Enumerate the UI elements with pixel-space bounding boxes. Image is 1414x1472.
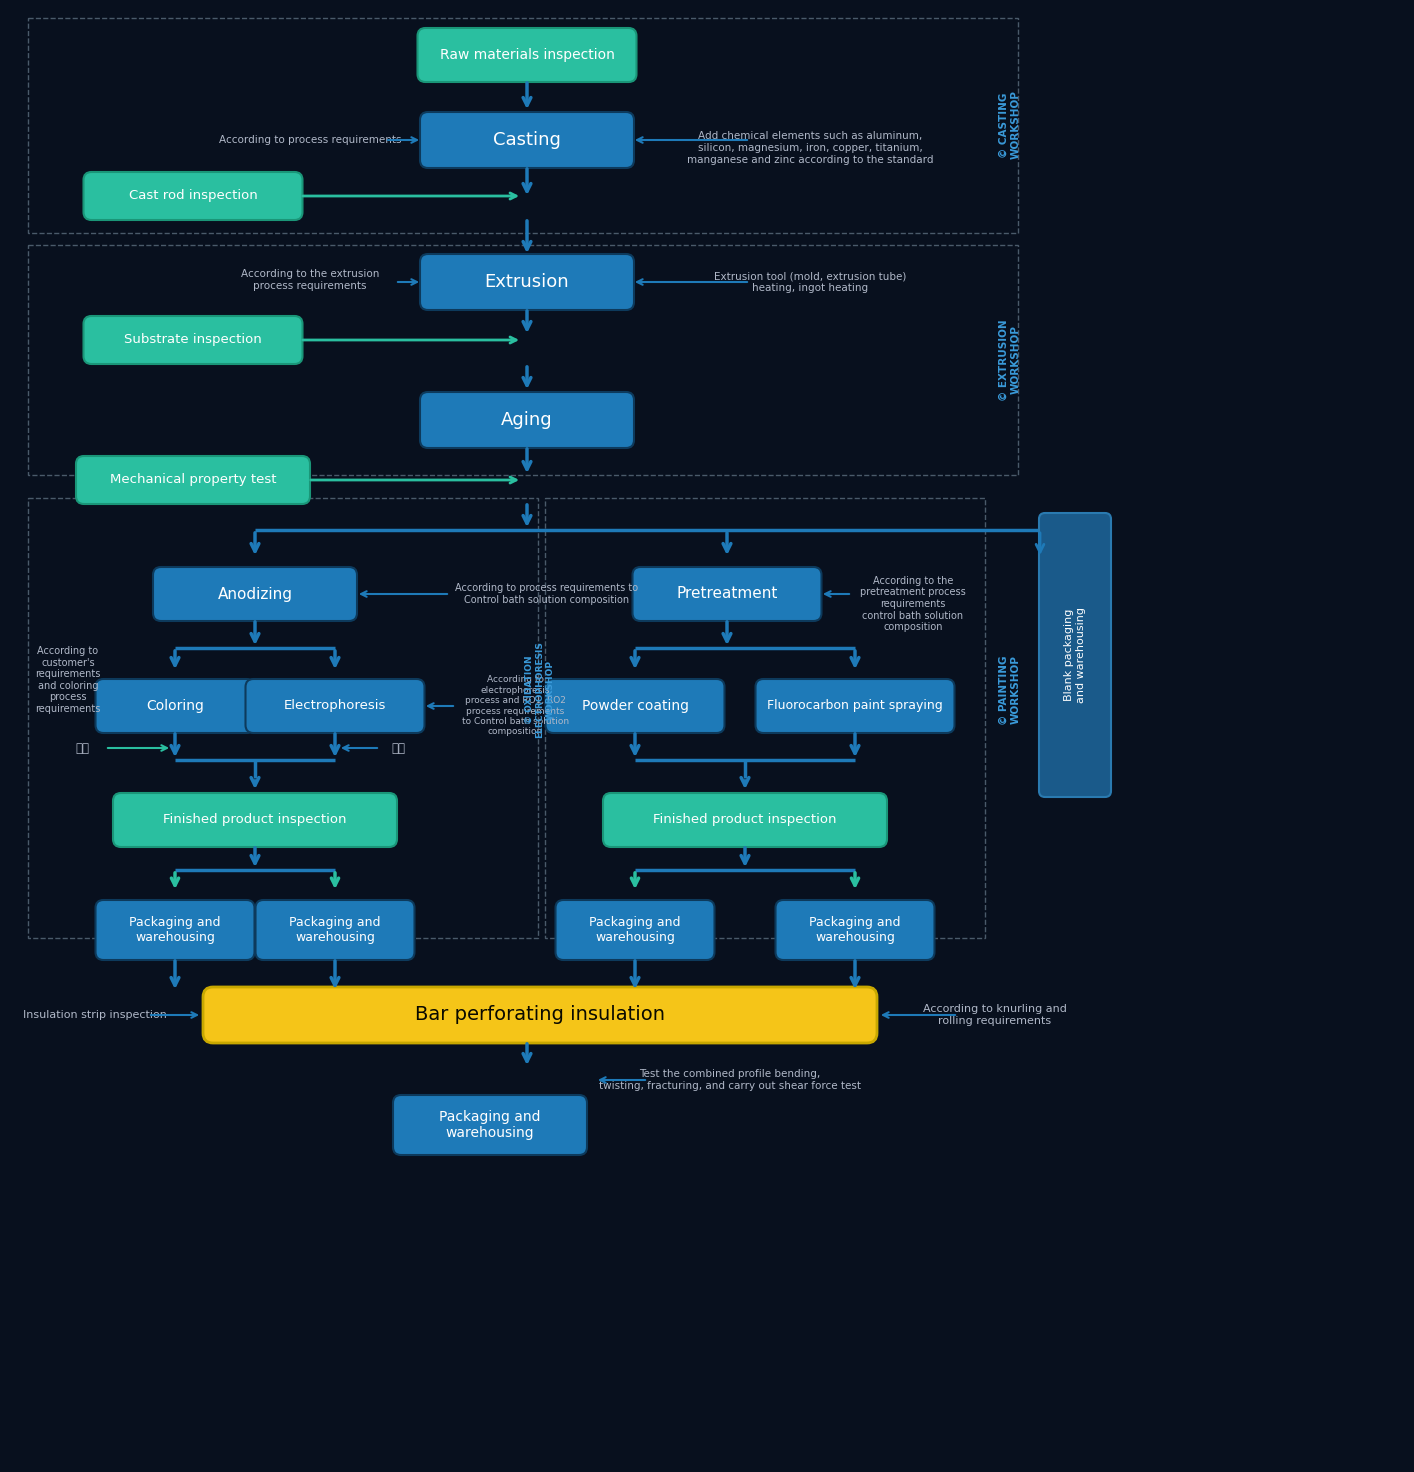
Text: According to
customer's
requirements
and coloring
process
requirements: According to customer's requirements and…: [35, 646, 100, 714]
FancyBboxPatch shape: [417, 28, 636, 82]
Text: Extrusion tool (mold, extrusion tube)
heating, ingot heating: Extrusion tool (mold, extrusion tube) he…: [714, 271, 906, 293]
Text: According to knurling and
rolling requirements: According to knurling and rolling requir…: [923, 1004, 1068, 1026]
Text: According to
electrophoresis
process and RO1, RO2
process requirements
to Contro: According to electrophoresis process and…: [462, 676, 568, 736]
Text: Electrophoresis: Electrophoresis: [284, 699, 386, 712]
FancyBboxPatch shape: [1039, 514, 1111, 796]
FancyBboxPatch shape: [775, 899, 935, 960]
FancyBboxPatch shape: [420, 255, 633, 311]
Text: Finished product inspection: Finished product inspection: [653, 814, 837, 826]
Text: According to process requirements: According to process requirements: [219, 135, 402, 146]
Text: Packaging and
warehousing: Packaging and warehousing: [590, 916, 680, 944]
Text: Bar perforating insulation: Bar perforating insulation: [414, 1005, 665, 1025]
FancyBboxPatch shape: [420, 112, 633, 168]
Text: Insulation strip inspection: Insulation strip inspection: [23, 1010, 167, 1020]
FancyBboxPatch shape: [755, 679, 954, 733]
Bar: [28, 244, 1018, 475]
FancyBboxPatch shape: [246, 679, 424, 733]
Text: Substrate inspection: Substrate inspection: [124, 334, 262, 346]
Text: Powder coating: Powder coating: [581, 699, 689, 712]
Text: © EXTRUSION
WORKSHOP: © EXTRUSION WORKSHOP: [1000, 319, 1021, 400]
Bar: [544, 498, 986, 938]
Text: Raw materials inspection: Raw materials inspection: [440, 49, 615, 62]
Text: Fluorocarbon paint spraying: Fluorocarbon paint spraying: [768, 699, 943, 712]
Text: Aging: Aging: [501, 411, 553, 428]
Text: According to the extrusion
process requirements: According to the extrusion process requi…: [240, 269, 379, 291]
FancyBboxPatch shape: [76, 456, 310, 503]
Text: Packaging and
warehousing: Packaging and warehousing: [129, 916, 221, 944]
FancyBboxPatch shape: [632, 567, 822, 621]
FancyBboxPatch shape: [602, 793, 887, 846]
Text: 固化: 固化: [392, 742, 404, 755]
Text: © CASTING
WORKSHOP: © CASTING WORKSHOP: [1000, 91, 1021, 159]
FancyBboxPatch shape: [546, 679, 724, 733]
FancyBboxPatch shape: [113, 793, 397, 846]
Text: Mechanical property test: Mechanical property test: [110, 474, 276, 487]
Text: © OXIDATION
ELECTROPHORESIS
WORKSHOP: © OXIDATION ELECTROPHORESIS WORKSHOP: [525, 642, 554, 739]
Text: Cast rod inspection: Cast rod inspection: [129, 190, 257, 203]
Text: Packaging and
warehousing: Packaging and warehousing: [440, 1110, 540, 1141]
FancyBboxPatch shape: [393, 1095, 587, 1156]
Text: Pretreatment: Pretreatment: [676, 586, 778, 602]
Bar: [28, 18, 1018, 233]
FancyBboxPatch shape: [83, 172, 303, 219]
Text: According to process requirements to
Control bath solution composition: According to process requirements to Con…: [455, 583, 638, 605]
FancyBboxPatch shape: [153, 567, 356, 621]
FancyBboxPatch shape: [204, 988, 877, 1044]
Text: Casting: Casting: [493, 131, 561, 149]
Text: According to the
pretreatment process
requirements
control bath solution
composi: According to the pretreatment process re…: [860, 576, 966, 631]
FancyBboxPatch shape: [96, 899, 255, 960]
Text: Add chemical elements such as aluminum,
silicon, magnesium, iron, copper, titani: Add chemical elements such as aluminum, …: [687, 131, 933, 165]
Text: Coloring: Coloring: [146, 699, 204, 712]
Text: 封孔: 封孔: [75, 742, 89, 755]
Text: Anodizing: Anodizing: [218, 586, 293, 602]
Text: Packaging and
warehousing: Packaging and warehousing: [290, 916, 380, 944]
FancyBboxPatch shape: [420, 392, 633, 447]
Text: Packaging and
warehousing: Packaging and warehousing: [809, 916, 901, 944]
Text: Finished product inspection: Finished product inspection: [163, 814, 346, 826]
Text: Extrusion: Extrusion: [485, 272, 570, 291]
Text: Test the combined profile bending,
twisting, fracturing, and carry out shear for: Test the combined profile bending, twist…: [600, 1069, 861, 1091]
FancyBboxPatch shape: [96, 679, 255, 733]
FancyBboxPatch shape: [256, 899, 414, 960]
Text: Blank packaging
and warehousing: Blank packaging and warehousing: [1065, 606, 1086, 704]
Text: © PAINTING
WORKSHOP: © PAINTING WORKSHOP: [1000, 655, 1021, 724]
Bar: [28, 498, 537, 938]
FancyBboxPatch shape: [83, 316, 303, 364]
FancyBboxPatch shape: [556, 899, 714, 960]
